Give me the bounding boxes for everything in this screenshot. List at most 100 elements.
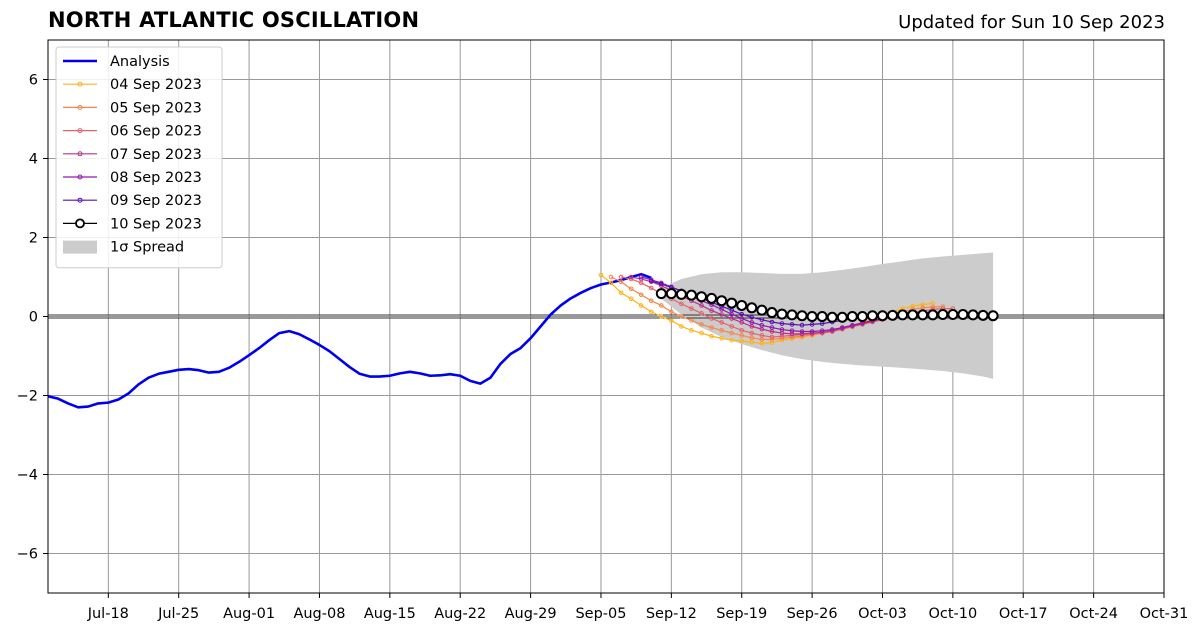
data-point (836, 311, 848, 323)
series-7 (655, 288, 999, 323)
data-point (839, 325, 845, 330)
data-point (726, 297, 738, 309)
data-point (957, 309, 969, 321)
chart-title: NORTH ATLANTIC OSCILLATION (48, 8, 420, 32)
legend-label: 05 Sep 2023 (110, 100, 202, 116)
data-point (716, 295, 728, 307)
data-point (809, 329, 815, 334)
data-point (887, 309, 899, 321)
data-point (669, 318, 674, 323)
legend-item: Analysis (63, 54, 170, 70)
data-point (679, 314, 684, 319)
data-point (628, 286, 634, 292)
data-point (719, 320, 724, 325)
data-point (829, 327, 835, 332)
data-point (856, 311, 868, 322)
data-point (897, 309, 909, 321)
y-tick-label: −6 (17, 547, 38, 563)
legend-item: 07 Sep 2023 (63, 147, 202, 163)
data-point (799, 329, 805, 334)
data-point (796, 310, 808, 322)
data-point (648, 278, 654, 284)
data-point (776, 308, 788, 320)
data-point (766, 307, 778, 319)
data-point (729, 337, 734, 343)
y-tick-label: 2 (29, 231, 38, 247)
data-point (719, 328, 724, 333)
data-point (618, 290, 624, 296)
x-tick-label: Aug-29 (505, 606, 557, 622)
data-point (826, 311, 838, 323)
data-point (967, 309, 979, 321)
data-point (729, 316, 734, 321)
data-point (977, 309, 989, 321)
legend-item: 08 Sep 2023 (63, 170, 202, 186)
legend-label: 10 Sep 2023 (110, 216, 202, 232)
data-point (736, 299, 748, 311)
data-point (696, 291, 708, 303)
data-point (749, 320, 755, 325)
legend-item: 05 Sep 2023 (63, 100, 202, 116)
y-tick-label: 0 (29, 310, 38, 326)
data-point (749, 330, 755, 336)
data-point (749, 339, 755, 345)
data-point (689, 306, 694, 311)
legend-label: 08 Sep 2023 (110, 170, 202, 186)
data-point (628, 296, 634, 302)
data-point (769, 325, 775, 330)
data-point (749, 335, 755, 341)
x-tick-label: Aug-01 (223, 606, 275, 622)
data-point (675, 288, 687, 300)
x-tick-label: Oct-17 (999, 606, 1048, 622)
y-tick-label: 6 (29, 73, 38, 89)
data-point (927, 309, 939, 321)
data-point (917, 309, 929, 321)
series-layer (48, 272, 999, 409)
data-point (759, 317, 765, 322)
legend-item: 06 Sep 2023 (63, 124, 202, 140)
data-point (759, 322, 765, 328)
data-point (819, 328, 825, 334)
data-point (608, 280, 614, 286)
data-point (876, 310, 888, 322)
data-point (628, 274, 634, 280)
legend-marker (77, 151, 83, 157)
data-point (739, 328, 745, 333)
x-tick-label: Jul-25 (157, 606, 199, 622)
data-point (699, 322, 704, 327)
x-tick-label: Sep-19 (716, 606, 767, 622)
data-point (746, 302, 758, 314)
legend-label: 09 Sep 2023 (110, 193, 202, 209)
legend-label: Analysis (110, 54, 170, 70)
axis-ticks: Jul-18 Jul-25 Aug-01 Aug-08 Aug-15 Aug-22 Aug-… (17, 73, 1189, 623)
data-point (779, 327, 785, 332)
data-point (669, 309, 674, 315)
data-point (789, 322, 795, 327)
x-tick-label: Oct-31 (1140, 606, 1189, 622)
data-point (648, 298, 654, 304)
data-point (648, 285, 654, 291)
data-point (598, 272, 604, 278)
legend-marker (75, 218, 85, 229)
data-point (618, 274, 624, 280)
data-point (709, 316, 714, 321)
x-tick-label: Oct-24 (1069, 606, 1118, 622)
data-point (638, 274, 644, 280)
legend-label: 06 Sep 2023 (110, 124, 202, 140)
data-point (709, 333, 714, 339)
data-point (658, 281, 664, 287)
series-line (48, 272, 652, 409)
data-point (907, 309, 919, 321)
legend-item: 1σ Spread (63, 240, 184, 256)
data-point (648, 309, 654, 315)
y-tick-label: −2 (17, 389, 38, 405)
data-point (679, 324, 684, 329)
legend-item: 04 Sep 2023 (63, 77, 202, 93)
x-tick-label: Jul-18 (87, 606, 129, 622)
data-point (739, 311, 745, 317)
legend-label: 1σ Spread (110, 240, 184, 256)
data-point (769, 334, 775, 340)
data-point (706, 292, 718, 304)
legend: Analysis 04 Sep 2023 05 Sep 2023 06 Sep 202… (55, 46, 223, 269)
data-point (658, 314, 664, 319)
